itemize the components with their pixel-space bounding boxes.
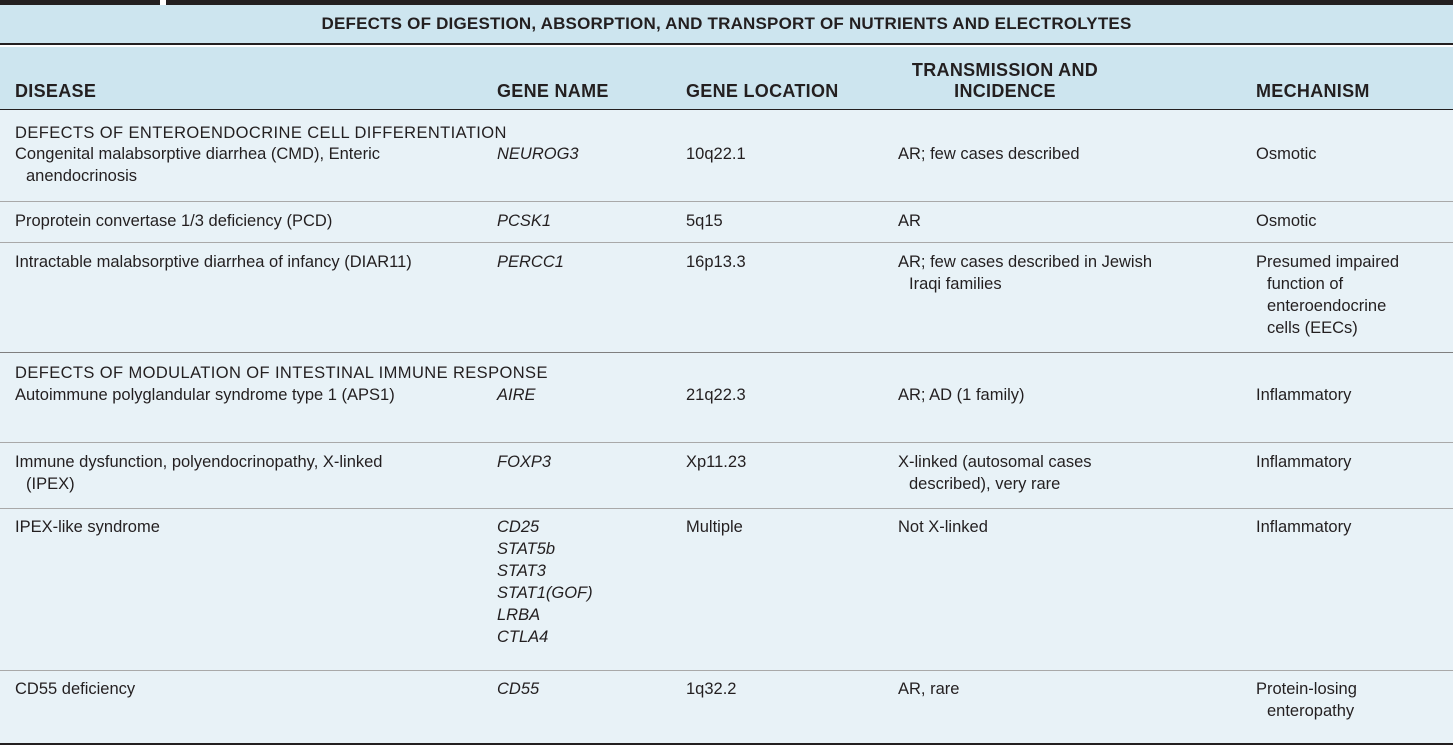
row-divider: [0, 442, 1453, 443]
cell-mechanism: Inflammatory: [1256, 518, 1352, 536]
cell-disease: Autoimmune polyglandular syndrome type 1…: [15, 386, 395, 404]
cell-gene-name: AIRE: [497, 386, 536, 404]
cell-gene-location: 16p13.3: [686, 253, 746, 271]
cell-disease: CD55 deficiency: [15, 680, 136, 698]
row-divider: [0, 670, 1453, 671]
row-divider: [0, 242, 1453, 243]
section-heading: DEFECTS OF ENTEROENDOCRINE CELL DIFFEREN…: [15, 124, 507, 142]
col-header-transmission-line1: TRANSMISSION AND: [911, 60, 1099, 80]
cell-gene-name: FOXP3: [497, 453, 552, 471]
col-header-mechanism: MECHANISM: [1256, 81, 1370, 101]
bottom-rule: [0, 743, 1453, 745]
cell-gene-name: CD55: [497, 680, 540, 698]
cell-gene-list: CD25 STAT5b STAT3 STAT1(GOF) LRBA CTLA4: [497, 516, 593, 648]
row-divider: [0, 508, 1453, 509]
col-header-transmission: TRANSMISSION AND INCIDENCE: [880, 60, 1130, 102]
section-divider: [0, 352, 1453, 353]
cell-gene-name: PERCC1: [497, 253, 564, 271]
cell-mechanism: Protein-losing enteropathy: [1256, 680, 1357, 720]
cell-transmission: AR; few cases described in Jewish Iraqi …: [898, 253, 1153, 293]
cell-gene-name: NEUROG3: [497, 145, 579, 163]
cell-transmission: X-linked (autosomal cases described), ve…: [898, 453, 1092, 493]
col-header-gene-name: GENE NAME: [497, 81, 609, 101]
col-header-disease: DISEASE: [15, 81, 97, 101]
cell-gene-name: CTLA4: [497, 628, 549, 646]
section-heading: DEFECTS OF MODULATION OF INTESTINAL IMMU…: [15, 364, 548, 382]
cell-disease: Intractable malabsorptive diarrhea of in…: [15, 253, 412, 271]
cell-gene-location: 10q22.1: [686, 145, 746, 163]
col-header-gene-location: GENE LOCATION: [686, 81, 839, 101]
cell-disease: Congenital malabsorptive diarrhea (CMD),…: [15, 145, 380, 185]
cell-mechanism: Osmotic: [1256, 212, 1317, 230]
cell-gene-name: STAT5b: [497, 540, 556, 558]
cell-gene-location: 21q22.3: [686, 386, 746, 404]
cell-gene-location: 5q15: [686, 212, 723, 230]
cell-gene-name: PCSK1: [497, 212, 552, 230]
cell-gene-location: 1q32.2: [686, 680, 737, 698]
cell-gene-name: STAT1(GOF): [497, 584, 593, 602]
cell-mechanism: Osmotic: [1256, 145, 1317, 163]
column-header-row: DISEASE GENE NAME GENE LOCATION TRANSMIS…: [0, 47, 1453, 110]
cell-disease: Immune dysfunction, polyendocrinopathy, …: [15, 453, 383, 493]
cell-mechanism: Inflammatory: [1256, 453, 1352, 471]
cell-disease: IPEX-like syndrome: [15, 518, 160, 536]
cell-transmission: Not X-linked: [898, 518, 988, 536]
table-title: DEFECTS OF DIGESTION, ABSORPTION, AND TR…: [0, 5, 1453, 45]
cell-transmission: AR, rare: [898, 680, 960, 698]
cell-transmission: AR; few cases described: [898, 145, 1080, 163]
cell-disease: Proprotein convertase 1/3 deficiency (PC…: [15, 212, 333, 230]
row-divider: [0, 201, 1453, 202]
cell-gene-location: Xp11.23: [686, 453, 747, 471]
cell-mechanism: Inflammatory: [1256, 386, 1352, 404]
cell-transmission: AR: [898, 212, 921, 230]
cell-transmission: AR; AD (1 family): [898, 386, 1025, 404]
cell-gene-name: LRBA: [497, 606, 541, 624]
cell-gene-name: STAT3: [497, 562, 546, 580]
cell-gene-location: Multiple: [686, 518, 743, 536]
top-rule: [0, 0, 1453, 5]
cell-gene-name: CD25: [497, 518, 540, 536]
col-header-transmission-line2: INCIDENCE: [954, 81, 1056, 101]
table-body: DEFECTS OF ENTEROENDOCRINE CELL DIFFEREN…: [0, 110, 1453, 743]
cell-mechanism: Presumed impaired function of enteroendo…: [1256, 253, 1400, 337]
